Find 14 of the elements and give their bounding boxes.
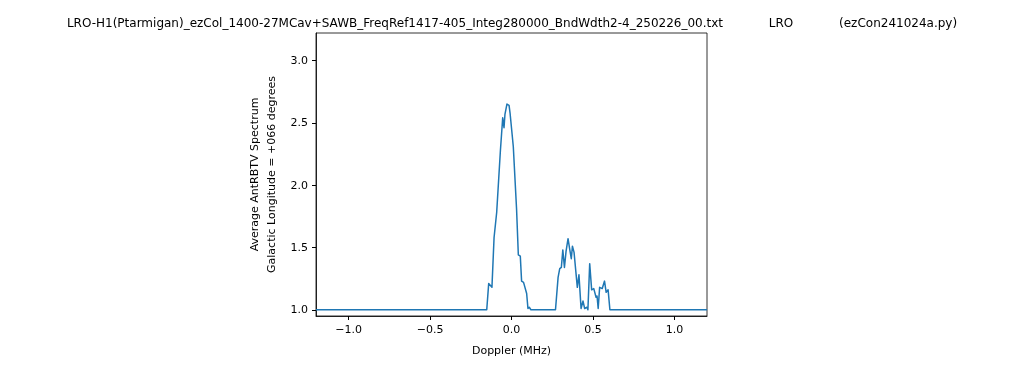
line-series [315, 103, 708, 311]
x-tick-label: 0.5 [584, 323, 602, 336]
chart-title: LRO-H1(Ptarmigan)_ezCol_1400-27MCav+SAWB_FreqRef1417-405_Integ280000_BndWdth2-4_250226_00.txt LRO (ezCon241024a.py) [66, 16, 958, 30]
y-axis-title: Average AntRBTV Spectrum Galactic Longitude = +066 degrees [248, 75, 278, 273]
y-tick-label: 1.5 [290, 240, 308, 254]
y-tick-label: 3.0 [290, 53, 308, 67]
y-tick-label: 2.0 [290, 178, 308, 192]
x-tick-label: 0.0 [502, 323, 521, 336]
y-tick-label: 2.5 [290, 116, 308, 130]
x-axis-title: Doppler (MHz) [471, 344, 552, 357]
x-tick-label: 1.0 [665, 323, 684, 336]
x-tick-label: −0.5 [416, 323, 444, 336]
y-tick-label: 1.0 [290, 303, 308, 317]
x-tick-label: −1.0 [335, 323, 362, 336]
